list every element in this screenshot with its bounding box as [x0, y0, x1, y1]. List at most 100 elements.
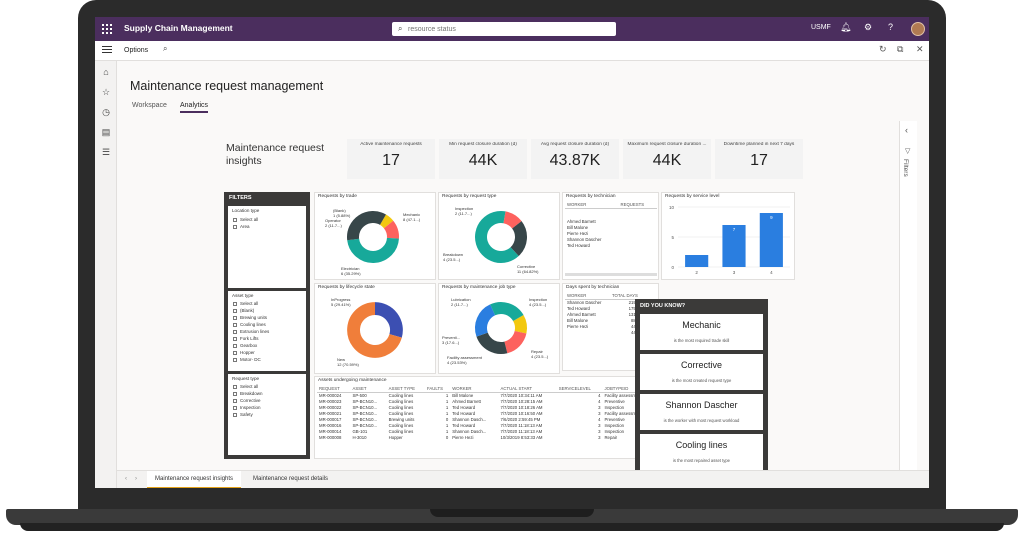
global-search[interactable]: ⌕ — [392, 22, 616, 36]
slicer-option[interactable]: Hopper — [233, 350, 255, 355]
donut-slice-corrective[interactable] — [475, 211, 519, 263]
column-header[interactable]: TOTAL DAYS — [609, 292, 645, 300]
column-header[interactable]: ASSET TYPE — [386, 385, 426, 393]
donut-slice-new[interactable] — [347, 302, 402, 358]
app-title[interactable]: Supply Chain Management — [124, 23, 233, 33]
slicer-option[interactable]: Extrusion lines — [233, 329, 269, 334]
refresh-icon[interactable]: ↻ — [879, 44, 887, 54]
favorites-star-icon[interactable]: ☆ — [101, 87, 111, 97]
bar-service-level-2[interactable] — [685, 255, 709, 267]
insight-card[interactable]: Cooling lines is the most repaired asset… — [640, 434, 763, 470]
next-page-icon[interactable]: › — [135, 476, 137, 482]
slicer-option[interactable]: Select all — [233, 301, 258, 306]
table-row[interactable]: Bill Malone — [567, 224, 589, 230]
slicer-option[interactable]: Motor- DC — [233, 357, 261, 362]
avatar[interactable] — [911, 22, 925, 36]
column-header[interactable]: FAULTS — [425, 385, 451, 393]
column-header[interactable]: ASSET — [350, 385, 387, 393]
kpi-card[interactable]: Min request closure duration (d) 44K — [439, 139, 527, 179]
home-icon[interactable]: ⌂ — [103, 67, 109, 77]
kpi-card[interactable]: Avg request closure duration (d) 43.87K — [531, 139, 619, 179]
table-row[interactable]: MR-000023 SP-BCN10... Cooling lines 1 Ahmed … — [317, 398, 655, 404]
requests-by-trade-chart[interactable]: Requests by trade (Blank) 1 (5.88%) Opera… — [314, 192, 436, 280]
help-icon[interactable]: ? — [888, 22, 894, 32]
column-header[interactable]: REQUEST — [317, 385, 351, 393]
slicer-option[interactable]: Corrective — [233, 398, 261, 403]
bar-service-level-3[interactable] — [722, 225, 746, 267]
donut-slice-inprogress[interactable] — [374, 302, 403, 338]
slicer-option[interactable]: Inspection — [233, 405, 261, 410]
donut-slice-lubrication[interactable] — [512, 315, 527, 334]
requests-by-technician-table[interactable]: Requests by technician WORKER REQUESTS A… — [562, 192, 659, 280]
slicer-option[interactable]: Area — [233, 224, 250, 229]
column-header[interactable]: JOBTYPEID — [602, 385, 655, 393]
requests-by-request-type-chart[interactable]: Requests by request type Inspection 2 (11… — [438, 192, 560, 280]
insight-card[interactable]: Shannon Dascher is the worker with most … — [640, 394, 763, 430]
search-icon[interactable]: ⌕ — [163, 44, 168, 53]
insight-card[interactable]: Corrective is the most created request t… — [640, 354, 763, 390]
table-row[interactable]: Ted Howard — [567, 242, 590, 248]
previous-page-icon[interactable]: ‹ — [125, 476, 127, 482]
table-row[interactable]: Shannon Dascher — [567, 236, 602, 242]
recent-clock-icon[interactable]: ◷ — [102, 107, 110, 117]
donut-slice-electrician[interactable] — [347, 211, 386, 241]
column-header[interactable]: ACTUAL START — [498, 385, 557, 393]
modules-list-icon[interactable]: ☰ — [101, 147, 111, 157]
column-header[interactable]: WORKER — [565, 201, 619, 209]
requests-by-job-type-chart[interactable]: Requests by maintenance job type Lubrica… — [438, 283, 560, 374]
requests-by-service-level-chart[interactable]: Requests by service level 10 5 0 2 3 4 9 7 — [661, 192, 795, 280]
donut-slice-repair[interactable] — [490, 302, 524, 322]
search-input[interactable] — [408, 23, 608, 35]
donut-slice-breakdown[interactable] — [510, 221, 527, 257]
close-icon[interactable]: ✕ — [916, 44, 924, 54]
column-header[interactable]: WORKER — [565, 292, 610, 300]
slicer-option[interactable]: Brewing units — [233, 315, 267, 320]
column-header[interactable]: SERVICELEVEL — [556, 385, 603, 393]
slicer-option[interactable]: Gearbox — [233, 343, 257, 348]
column-header[interactable]: WORKER — [450, 385, 499, 393]
notification-bell-icon[interactable]: 🔔︎ — [840, 22, 852, 32]
slicer-option[interactable]: Select all — [233, 217, 258, 222]
open-in-new-icon[interactable]: ⧉ — [897, 44, 904, 54]
table-row[interactable]: 44016 — [565, 329, 645, 335]
tab-maintenance-request-insights[interactable]: Maintenance request insights — [147, 471, 242, 488]
table-row[interactable]: MR-000016 SP-BCN10... Cooling lines 1 Ted Ho… — [317, 422, 655, 428]
donut-slice-operator[interactable] — [383, 220, 399, 239]
slicer-option[interactable]: Safety — [233, 412, 253, 417]
requests-by-lifecycle-chart[interactable]: Requests by lifecycle state InProgress 5 … — [314, 283, 436, 374]
gear-icon[interactable]: ⚙ — [864, 22, 873, 32]
app-launcher-icon[interactable] — [102, 24, 112, 34]
slicer-option[interactable]: Fork Lifts — [233, 336, 259, 341]
table-row[interactable]: MR-000017 SP-BCN10... Brewing units 0 Shanno… — [317, 416, 655, 422]
options-button[interactable]: Options — [124, 47, 149, 54]
table-row[interactable]: MR-000008 H-3010 Hopper 0 Pierre Hezi 10/3/20… — [317, 434, 655, 440]
company-selector[interactable]: USMF — [811, 24, 831, 31]
workspaces-icon[interactable]: ▤ — [101, 127, 111, 137]
donut-slice-inspection[interactable] — [475, 304, 496, 337]
table-row[interactable]: Pierre Hezi — [567, 230, 589, 236]
tab-workspace[interactable]: Workspace — [132, 102, 167, 109]
insight-card[interactable]: Mechanic is the most required trade skil… — [640, 314, 763, 350]
kpi-card[interactable]: Downtime planned in next 7 days 17 — [715, 139, 803, 179]
chevron-left-icon[interactable]: ‹ — [905, 125, 908, 135]
table-row[interactable]: MR-000022 SP-BCN10... Cooling lines 1 Ted Ho… — [317, 404, 655, 410]
kpi-card[interactable]: Active maintenance requests 17 — [347, 139, 435, 179]
donut-slice-inspection[interactable] — [502, 211, 522, 229]
table-row[interactable]: MR-000021 SP-BCN10... Cooling lines 1 Ted Ho… — [317, 410, 655, 416]
slicer-option[interactable]: Select all — [233, 384, 258, 389]
tab-analytics[interactable]: Analytics — [180, 102, 209, 113]
slicer-option[interactable]: (Blank) — [233, 308, 254, 313]
donut-slice-mechanic[interactable] — [347, 237, 399, 263]
assets-under-maintenance-table[interactable]: Assets undergoing maintenance REQUEST AS… — [314, 376, 659, 459]
table-row[interactable]: Ahmed Barnett — [567, 218, 596, 224]
tab-maintenance-request-details[interactable]: Maintenance request details — [253, 476, 329, 482]
table-row[interactable]: MR-000024 SP-500 Cooling lines 1 Bill Malone… — [317, 392, 655, 398]
column-header[interactable]: REQUESTS — [618, 201, 657, 209]
donut-slice-preventive[interactable] — [503, 330, 527, 354]
kpi-card[interactable]: Maximum request closure duration ... 44K — [623, 139, 711, 179]
horizontal-scrollbar[interactable] — [565, 273, 657, 276]
donut-slice-facility-assessment[interactable] — [476, 332, 508, 354]
filters-pane[interactable]: ‹ ▽ Filters — [899, 121, 917, 475]
hamburger-menu-icon[interactable] — [102, 46, 112, 55]
bar-service-level-4[interactable] — [759, 213, 783, 267]
